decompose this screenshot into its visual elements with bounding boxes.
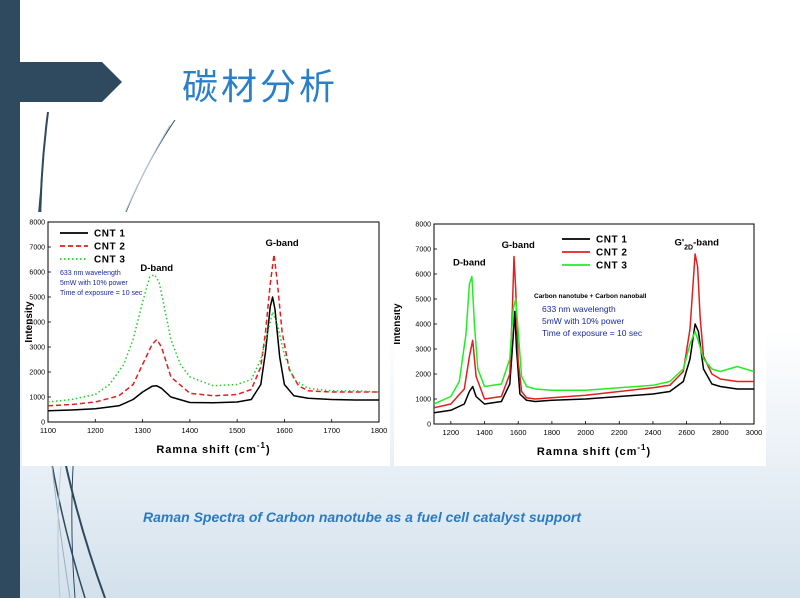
raman-chart-left-svg: 0 1000 2000 3000 4000 5000 6000 7000 8000 1100 120… (24, 220, 388, 457)
x-tick-label: 1500 (229, 426, 246, 435)
note-line: 5mW with 10% power (542, 316, 624, 326)
y-tick-label: 3000 (415, 347, 431, 354)
y-tick-label: 1000 (415, 397, 431, 404)
note-line: 633 nm wavelength (60, 270, 121, 277)
raman-chart-right: 0 1000 2000 3000 4000 5000 6000 7000 8000 1200 140… (392, 212, 766, 466)
x-tick-label: 1600 (510, 428, 527, 437)
legend-label: CNT 3 (94, 255, 125, 266)
y-tick-label: 8000 (29, 220, 45, 227)
x-tick-label: 2400 (645, 428, 662, 437)
legend-label: CNT 2 (94, 242, 125, 253)
series-line-cnt-2 (434, 253, 754, 409)
band-label: G-band (502, 240, 535, 251)
y-tick-label: 2000 (29, 370, 45, 377)
series-line-cnt-2 (48, 253, 379, 407)
x-tick-label: 1200 (87, 426, 104, 435)
title-tab (20, 62, 122, 102)
legend-label: CNT 3 (596, 261, 627, 272)
note-line: Time of exposure = 10 sec (542, 328, 643, 338)
band-label: G-band (265, 238, 298, 249)
y-tick-label: 0 (427, 422, 431, 429)
y-tick-label: 4000 (29, 320, 45, 327)
y-tick-label: 8000 (415, 222, 431, 229)
band-label: D-band (140, 263, 173, 274)
y-axis-label: Intensity (24, 301, 35, 343)
slide-caption: Raman Spectra of Carbon nanotube as a fu… (143, 509, 581, 525)
x-tick-label: 1100 (40, 426, 56, 435)
series-line-cnt-1 (434, 310, 754, 414)
series-line-cnt-3 (48, 273, 379, 403)
x-tick-label: 1400 (476, 428, 493, 437)
x-tick-label: 1200 (442, 428, 459, 437)
y-tick-label: 5000 (415, 297, 431, 304)
left-accent-bar (0, 0, 20, 598)
series-line-cnt-1 (48, 296, 379, 412)
y-tick-label: 7000 (29, 245, 45, 252)
note-title: Carbon nanotube + Carbon nanoball (534, 293, 647, 300)
legend-label: CNT 2 (596, 248, 627, 259)
note-line: Time of exposure = 10 sec (60, 290, 143, 297)
x-tick-label: 1600 (276, 426, 293, 435)
y-tick-label: 6000 (415, 272, 431, 279)
band-label: G'2D-band (675, 237, 720, 251)
x-axis-label: Ramna shift (cm-1) (537, 443, 651, 458)
x-tick-label: 1400 (182, 426, 199, 435)
x-tick-label: 1700 (323, 426, 340, 435)
x-tick-label: 2800 (712, 428, 729, 437)
x-tick-label: 1800 (371, 426, 388, 435)
y-tick-label: 3000 (29, 345, 45, 352)
y-tick-label: 5000 (29, 295, 45, 302)
legend-label: CNT 1 (94, 229, 125, 240)
x-tick-label: 2000 (577, 428, 594, 437)
x-tick-label: 1300 (134, 426, 151, 435)
raman-chart-left: 0 1000 2000 3000 4000 5000 6000 7000 8000 1100 120… (22, 212, 390, 466)
x-tick-label: 2600 (678, 428, 695, 437)
y-tick-label: 2000 (415, 372, 431, 379)
series-line-cnt-3 (434, 275, 754, 405)
y-tick-label: 7000 (415, 247, 431, 254)
legend-label: CNT 1 (596, 235, 627, 246)
band-label: D-band (453, 257, 486, 268)
x-tick-label: 3000 (746, 428, 763, 437)
x-tick-label: 2200 (611, 428, 628, 437)
note-line: 5mW with 10% power (60, 280, 128, 287)
y-axis-label: Intensity (394, 303, 403, 345)
y-tick-label: 1000 (29, 395, 45, 402)
y-tick-label: 4000 (415, 322, 431, 329)
y-tick-label: 6000 (29, 270, 45, 277)
x-axis-label: Ramna shift (cm-1) (156, 441, 270, 456)
y-tick-label: 0 (41, 420, 45, 427)
raman-chart-right-svg: 0 1000 2000 3000 4000 5000 6000 7000 8000 1200 140… (392, 222, 763, 459)
note-line: 633 nm wavelength (542, 304, 616, 314)
x-tick-label: 1800 (544, 428, 561, 437)
slide-title: 碳材分析 (182, 67, 339, 108)
